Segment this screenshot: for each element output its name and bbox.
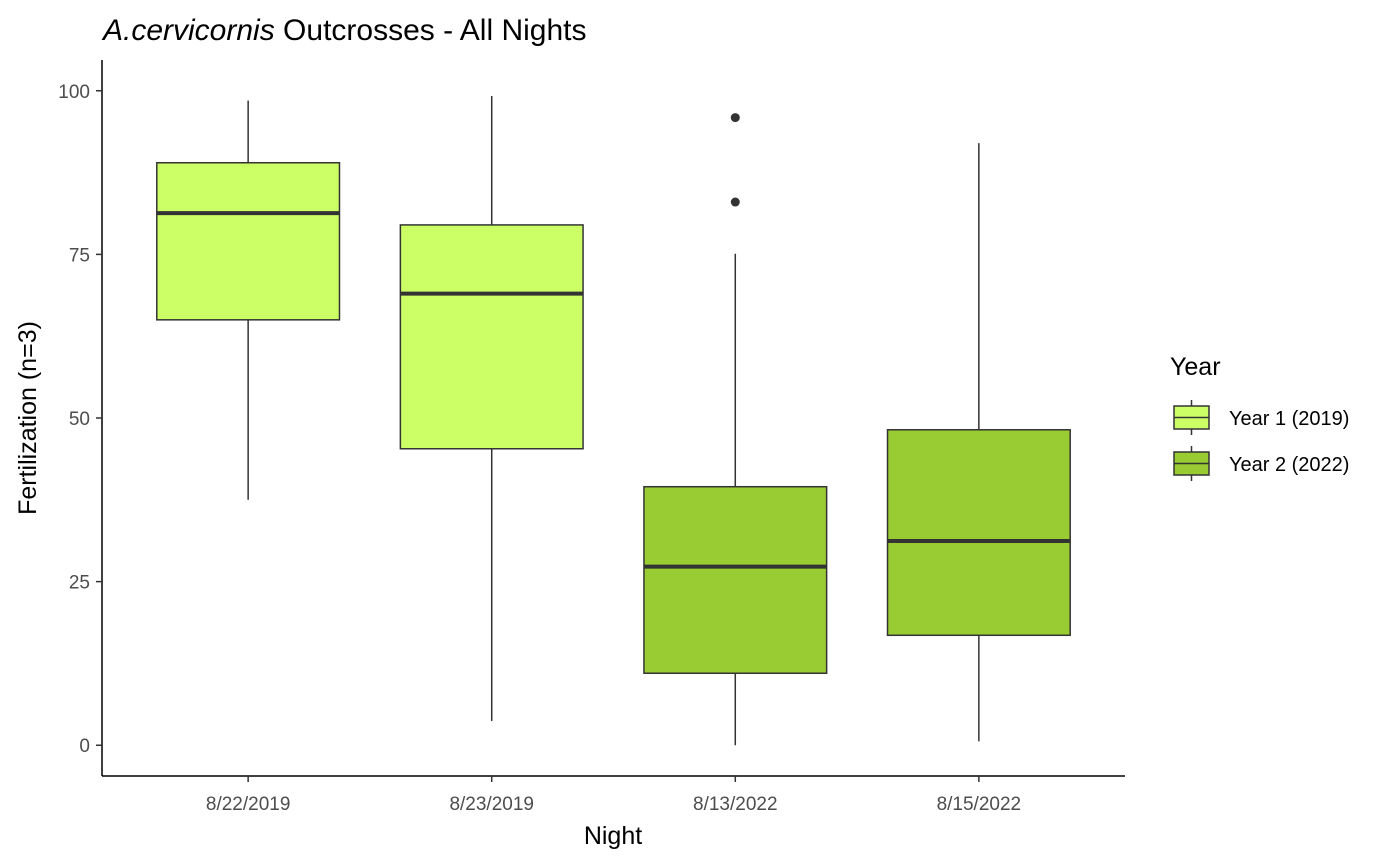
- x-tick-label: 8/13/2022: [693, 794, 778, 815]
- box-8-23-2019: [399, 95, 584, 722]
- y-axis-title: Fertilization (n=3): [14, 321, 42, 515]
- x-tick-label: 8/15/2022: [937, 794, 1022, 815]
- axes: 0 25 50 75 100 8/22/2019 8/23/2019 8/13/2022 8/1…: [58, 60, 1125, 815]
- chart-title-rest: Outcrosses - All Nights: [275, 14, 587, 47]
- box-iqr: [643, 485, 828, 674]
- box-8-15-2022: [886, 143, 1071, 742]
- box-8-22-2019: [156, 100, 341, 500]
- legend-item-2: Year 2 (2022): [1173, 446, 1349, 481]
- y-tick-label: 75: [69, 245, 90, 266]
- y-tick-label: 0: [79, 736, 90, 757]
- x-axis-title: Night: [584, 822, 642, 850]
- y-tick-label: 100: [58, 82, 90, 103]
- x-tick-label: 8/23/2019: [449, 794, 534, 815]
- x-tick-label: 8/22/2019: [206, 794, 291, 815]
- box-iqr: [399, 224, 584, 450]
- outlier-point: [730, 197, 740, 207]
- legend-title: Year: [1170, 353, 1221, 381]
- box-8-13-2022: [643, 113, 828, 746]
- box-iqr: [886, 429, 1071, 637]
- y-tick-label: 25: [69, 573, 90, 594]
- y-tick-label: 50: [69, 409, 90, 430]
- outlier-point: [730, 113, 740, 123]
- box-iqr: [156, 162, 341, 321]
- chart-title-italic: A.cervicornis: [101, 14, 275, 47]
- plot-area: [156, 95, 1071, 746]
- legend: Year Year 1 (2019) Year 2 (2022): [1170, 353, 1349, 481]
- legend-label: Year 1 (2019): [1229, 408, 1349, 430]
- chart-title: A.cervicornis Outcrosses - All Nights: [101, 14, 586, 47]
- legend-label: Year 2 (2022): [1229, 454, 1349, 476]
- legend-item-1: Year 1 (2019): [1173, 400, 1349, 435]
